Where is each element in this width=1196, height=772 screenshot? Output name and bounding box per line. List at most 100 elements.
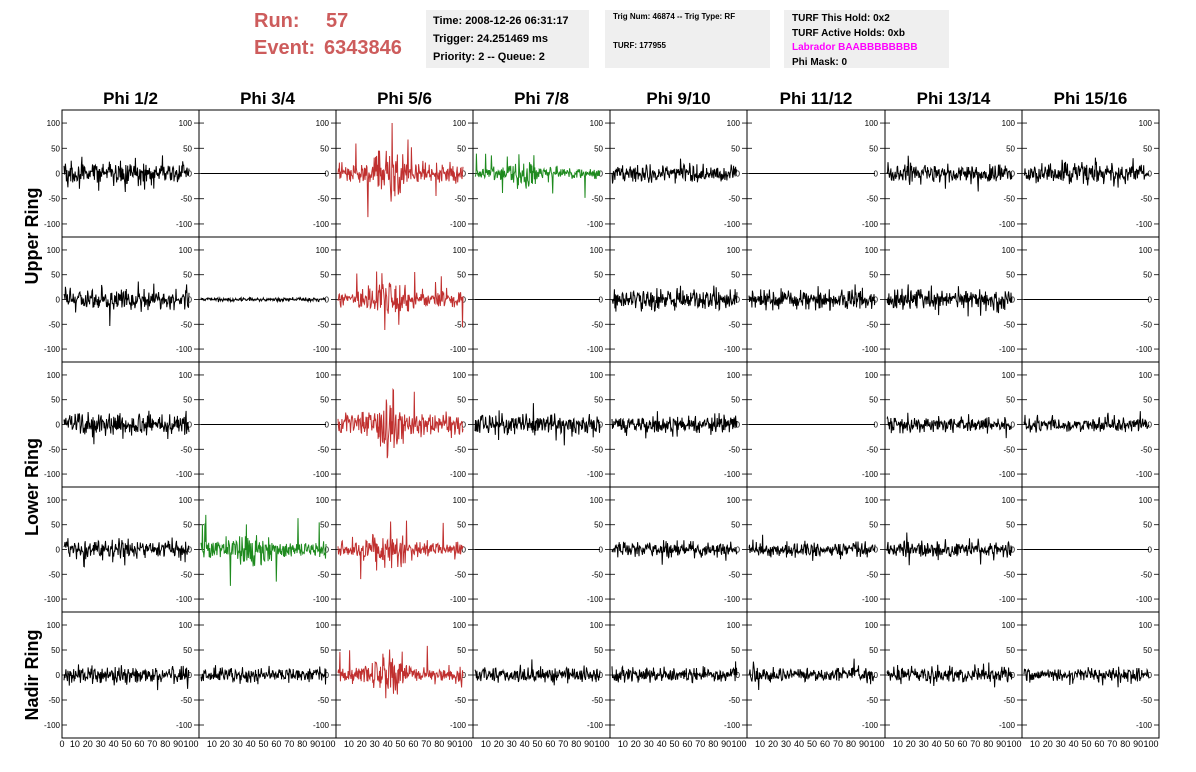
y-tick-label: 50 — [731, 144, 740, 153]
y-tick-label: -50 — [591, 445, 603, 454]
x-tick-label: 40 — [246, 739, 256, 749]
waveform-trace — [1023, 666, 1150, 688]
y-tick-label: -50 — [454, 445, 466, 454]
y-tick-label: 50 — [51, 521, 60, 530]
y-tick-label: 0 — [874, 296, 879, 305]
y-tick-label: -100 — [587, 345, 604, 354]
priority-text: Priority: 2 -- Queue: 2 — [433, 51, 545, 63]
x-tick-label: 10 — [344, 739, 354, 749]
x-tick-label: 50 — [807, 739, 817, 749]
y-tick-label: -100 — [587, 220, 604, 229]
waveform-trace — [611, 411, 738, 439]
x-tick-label: 10 — [755, 739, 765, 749]
waveform-panel: 100 50 0 -50 -100 — [746, 236, 886, 363]
waveform-panel: 100 50 0 -50 -100 — [1021, 611, 1160, 739]
y-tick-label: -50 — [180, 320, 192, 329]
waveform-panel: 100 50 0 -50 -100 — [884, 236, 1023, 363]
y-tick-label: 50 — [183, 646, 192, 655]
x-tick-label: 70 — [833, 739, 843, 749]
y-tick-label: 100 — [865, 621, 879, 630]
y-tick-label: 100 — [1002, 246, 1016, 255]
y-tick-label: -100 — [724, 345, 741, 354]
y-tick-label: -50 — [1140, 445, 1152, 454]
x-tick-label: 30 — [644, 739, 654, 749]
waveform-trace — [63, 281, 190, 327]
x-tick-label: 100 — [731, 739, 746, 749]
y-tick-label: 100 — [865, 496, 879, 505]
y-tick-label: -50 — [591, 570, 603, 579]
ring-label: Nadir Ring — [22, 629, 42, 720]
x-tick-label: 40 — [520, 739, 530, 749]
y-tick-label: -100 — [313, 721, 330, 730]
x-tick-label: 50 — [944, 739, 954, 749]
run-value: 57 — [326, 10, 349, 32]
x-tick-label: 60 — [271, 739, 281, 749]
y-tick-label: 50 — [1143, 646, 1152, 655]
y-tick-label: 100 — [47, 246, 61, 255]
waveform-trace — [1023, 411, 1150, 433]
y-tick-label: -50 — [180, 195, 192, 204]
x-tick-label: 90 — [859, 739, 869, 749]
y-tick-label: 50 — [869, 144, 878, 153]
y-tick-label: -50 — [48, 195, 60, 204]
y-tick-label: 100 — [453, 621, 467, 630]
y-tick-label: 100 — [865, 371, 879, 380]
y-tick-label: 100 — [47, 621, 61, 630]
y-tick-label: -100 — [724, 470, 741, 479]
y-tick-label: 100 — [590, 496, 604, 505]
y-tick-label: 0 — [1011, 296, 1016, 305]
trig-num-text: Trig Num: 46874 -- Trig Type: RF — [613, 12, 736, 21]
y-tick-label: 100 — [727, 119, 741, 128]
y-tick-label: 100 — [316, 621, 330, 630]
y-tick-label: -100 — [176, 345, 193, 354]
y-tick-label: -100 — [862, 345, 879, 354]
y-tick-label: -100 — [450, 345, 467, 354]
y-tick-label: 50 — [1143, 521, 1152, 530]
y-tick-label: 100 — [727, 621, 741, 630]
event-label: Event: — [254, 37, 316, 59]
x-tick-label: 20 — [357, 739, 367, 749]
waveform-trace — [886, 284, 1013, 317]
x-tick-label: 40 — [932, 739, 942, 749]
x-tick-label: 90 — [584, 739, 594, 749]
y-tick-label: -50 — [1003, 570, 1015, 579]
x-tick-label: 80 — [708, 739, 718, 749]
y-tick-label: 100 — [316, 371, 330, 380]
waveform-panel: 100 50 0 -50 -100 — [609, 486, 748, 613]
y-tick-label: -50 — [1003, 445, 1015, 454]
x-tick-label: 60 — [820, 739, 830, 749]
y-tick-label: -100 — [176, 220, 193, 229]
y-tick-label: -50 — [1003, 320, 1015, 329]
y-tick-label: 50 — [457, 646, 466, 655]
y-tick-label: 100 — [727, 496, 741, 505]
x-tick-label: 50 — [532, 739, 542, 749]
y-tick-label: 0 — [462, 170, 467, 179]
x-tick-label: 40 — [1069, 739, 1079, 749]
run-label: Run: — [254, 10, 300, 32]
y-tick-label: -50 — [454, 195, 466, 204]
x-tick-label: 30 — [370, 739, 380, 749]
x-tick-label: 80 — [160, 739, 170, 749]
waveform-panel: 100 50 0 -50 -100 — [198, 236, 337, 363]
x-tick-label: 30 — [919, 739, 929, 749]
y-tick-label: 50 — [183, 144, 192, 153]
y-tick-label: 50 — [183, 271, 192, 280]
y-tick-label: 0 — [56, 421, 61, 430]
x-tick-label: 100 — [594, 739, 609, 749]
labrador-text: Labrador BAABBBBBBBB — [792, 42, 918, 53]
x-tick-label: 80 — [1120, 739, 1130, 749]
waveform-panel: 100 50 0 -50 -100 — [335, 236, 474, 363]
y-tick-label: 0 — [736, 671, 741, 680]
y-tick-label: -50 — [48, 320, 60, 329]
y-tick-label: 50 — [51, 144, 60, 153]
y-tick-label: -100 — [999, 220, 1016, 229]
y-tick-label: 100 — [590, 119, 604, 128]
y-tick-label: 50 — [594, 271, 603, 280]
y-tick-label: 50 — [731, 521, 740, 530]
y-tick-label: 100 — [453, 246, 467, 255]
y-tick-label: -50 — [866, 445, 878, 454]
y-tick-label: 50 — [51, 271, 60, 280]
y-tick-label: 100 — [179, 246, 193, 255]
y-tick-label: 100 — [590, 621, 604, 630]
x-tick-label: 20 — [768, 739, 778, 749]
